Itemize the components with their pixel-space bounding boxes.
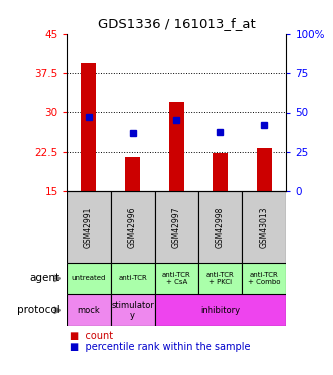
Bar bbox=[67, 191, 111, 262]
Text: ■  count: ■ count bbox=[70, 331, 113, 340]
Bar bbox=[155, 191, 198, 262]
Text: GSM42998: GSM42998 bbox=[216, 206, 225, 248]
Text: untreated: untreated bbox=[71, 275, 106, 281]
Text: mock: mock bbox=[77, 306, 100, 315]
Bar bbox=[111, 191, 155, 262]
Text: inhibitory: inhibitory bbox=[200, 306, 240, 315]
Text: anti-TCR
+ PKCi: anti-TCR + PKCi bbox=[206, 272, 235, 285]
Bar bbox=[67, 294, 111, 326]
Text: GSM42996: GSM42996 bbox=[128, 206, 137, 248]
Text: GSM43013: GSM43013 bbox=[260, 206, 269, 248]
Bar bbox=[198, 191, 242, 262]
Bar bbox=[169, 102, 184, 191]
Bar bbox=[213, 153, 228, 191]
Text: stimulator
y: stimulator y bbox=[111, 301, 154, 320]
Bar bbox=[155, 294, 286, 326]
Bar bbox=[67, 262, 111, 294]
Text: anti-TCR
+ CsA: anti-TCR + CsA bbox=[162, 272, 191, 285]
Text: anti-TCR: anti-TCR bbox=[118, 275, 147, 281]
Text: GSM42997: GSM42997 bbox=[172, 206, 181, 248]
Title: GDS1336 / 161013_f_at: GDS1336 / 161013_f_at bbox=[98, 17, 255, 30]
Bar bbox=[111, 294, 155, 326]
Text: anti-TCR
+ Combo: anti-TCR + Combo bbox=[248, 272, 281, 285]
Text: protocol: protocol bbox=[17, 305, 60, 315]
Text: ■  percentile rank within the sample: ■ percentile rank within the sample bbox=[70, 342, 250, 352]
Bar bbox=[242, 262, 286, 294]
Bar bbox=[155, 262, 198, 294]
Bar bbox=[257, 148, 272, 191]
Bar bbox=[198, 262, 242, 294]
Bar bbox=[111, 262, 155, 294]
Bar bbox=[242, 191, 286, 262]
Text: agent: agent bbox=[30, 273, 60, 284]
Bar bbox=[81, 63, 96, 191]
Text: GSM42991: GSM42991 bbox=[84, 206, 93, 248]
Bar bbox=[125, 157, 140, 191]
